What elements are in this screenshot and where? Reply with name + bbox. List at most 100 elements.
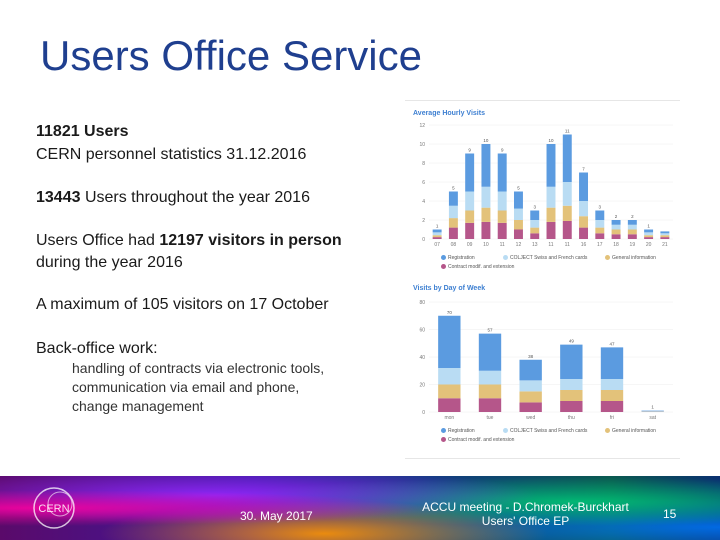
hourly-bar-segment xyxy=(497,191,507,211)
hourly-bar-segment xyxy=(595,227,605,234)
hourly-bar-segment xyxy=(660,235,670,238)
footer-date: 30. May 2017 xyxy=(240,509,313,523)
hourly-total-label: 10 xyxy=(483,138,489,143)
max-visitors-line: A maximum of 105 visitors on 17 October xyxy=(36,296,329,313)
hourly-bar-segment xyxy=(611,224,621,230)
weekday-bar-segment xyxy=(560,390,583,401)
hourly-total-label: 2 xyxy=(631,214,634,219)
back-office-heading: Back-office work: xyxy=(36,340,158,357)
hourly-bar-segment xyxy=(546,221,556,239)
weekday-bar-segment xyxy=(438,384,461,399)
legend2-contract: Contract modif. and extension xyxy=(448,437,515,443)
hourly-bar-segment xyxy=(530,233,540,239)
hourly-bar-segment xyxy=(513,220,523,230)
weekday-visits-chart: Visits by Day of Week 0 20 40 60 80 70 mon 57 tu… xyxy=(405,280,680,459)
back-office-item-contracts: handling of contracts via electronic too… xyxy=(72,360,325,376)
weekday-category-label: mon xyxy=(444,415,454,421)
hourly-total-label: 2 xyxy=(615,214,618,219)
hourly-bar-segment xyxy=(546,144,556,187)
weekday-chart-svg: 0 20 40 60 80 70 mon 57 tue 38 wed 49 thu 47 fri 1 sat xyxy=(419,300,673,421)
users-label: Users xyxy=(79,123,129,140)
hourly-bar-segment xyxy=(481,207,491,222)
footer-meeting-line2: Users' Office EP xyxy=(481,514,570,528)
hourly-bar-segment xyxy=(481,186,491,208)
hourly-bar-segment xyxy=(579,172,589,201)
hourly-bar-segment xyxy=(644,235,654,238)
hourly-category-label: 16 xyxy=(581,242,587,248)
weekday-bar-segment xyxy=(519,402,542,412)
weekday-bar-segment xyxy=(478,398,502,412)
hourly-visits-chart: Average Hourly Visits 0 2 4 6 8 10 12 1 07 5 08 9 09… xyxy=(405,100,680,276)
hourly-chart-title: Average Hourly Visits xyxy=(413,110,485,117)
hourly-bar-segment xyxy=(481,144,491,187)
hourly-bar-segment xyxy=(579,227,589,239)
hourly-total-label: 5 xyxy=(452,186,455,191)
weekday-chart-legend: Registration COLJECT Swiss and French ca… xyxy=(405,280,680,458)
hourly-total-label: 7 xyxy=(582,167,585,172)
weekday-chart-title: Visits by Day of Week xyxy=(413,285,486,292)
visitors-count: 12197 visitors in person xyxy=(159,232,342,249)
visitors-prefix: Users Office had xyxy=(36,232,160,249)
year-users-label: Users throughout the year 2016 xyxy=(80,189,310,206)
hourly-category-label: 11 xyxy=(565,242,570,248)
hourly-bar-segment xyxy=(465,153,475,192)
weekday-total-label: 1 xyxy=(651,405,654,410)
hourly-bar-segment xyxy=(513,191,523,209)
weekday-category-label: wed xyxy=(526,415,535,421)
hourly-bar-segment xyxy=(627,229,637,235)
hourly-category-label: 12 xyxy=(516,242,522,248)
legend-colject: COLJECT Swiss and French cards xyxy=(510,255,588,261)
hourly-bar-segment xyxy=(562,220,572,239)
hourly-bar-segment xyxy=(465,222,475,239)
hourly-bar-segment xyxy=(562,182,572,206)
hourly-total-label: 11 xyxy=(565,129,570,134)
hourly-chart-svg: 0246810121075089091010911512313101111117… xyxy=(419,123,673,248)
weekday-category-label: sat xyxy=(649,415,656,421)
weekday-category-label: fri xyxy=(610,415,614,421)
hourly-ytick: 4 xyxy=(422,199,425,205)
weekday-bar-segment xyxy=(519,359,542,381)
hourly-bar-segment xyxy=(546,207,556,222)
hourly-bar-segment xyxy=(644,232,654,236)
hourly-category-label: 17 xyxy=(597,242,603,248)
weekday-total-label: 49 xyxy=(569,339,575,344)
hourly-bar-segment xyxy=(448,227,458,239)
hourly-category-label: 10 xyxy=(483,242,489,248)
weekday-ytick: 20 xyxy=(419,383,425,389)
hourly-total-label: 1 xyxy=(647,224,650,229)
hourly-bar-segment xyxy=(579,201,589,217)
hourly-bar-segment xyxy=(448,218,458,228)
hourly-bar-segment xyxy=(465,191,475,211)
weekday-bar-segment xyxy=(438,398,461,412)
weekday-bar-segment xyxy=(560,401,583,412)
hourly-total-label: 3 xyxy=(599,205,602,210)
weekday-bar-segment xyxy=(478,333,502,371)
hourly-total-label: 10 xyxy=(548,138,554,143)
legend-general: General information xyxy=(612,255,656,261)
hourly-bar-segment xyxy=(481,221,491,239)
visitors-line: Users Office had 12197 visitors in perso… xyxy=(36,231,342,251)
hourly-bar-segment xyxy=(465,210,475,223)
footer-meeting-line1: ACCU meeting - D.Chromek-Burckhart xyxy=(422,500,629,514)
hourly-bar-segment xyxy=(497,153,507,192)
weekday-bar-segment xyxy=(600,347,624,379)
hourly-category-label: 18 xyxy=(613,242,619,248)
hourly-ytick: 0 xyxy=(422,237,425,243)
weekday-bar-segment xyxy=(478,384,502,399)
hourly-total-label: 1 xyxy=(436,224,439,229)
weekday-bar-segment xyxy=(641,410,664,412)
hourly-bar-segment xyxy=(627,220,637,225)
weekday-total-label: 70 xyxy=(447,310,453,315)
weekday-bar-segment xyxy=(519,391,542,403)
back-office-item-change: change management xyxy=(72,398,204,414)
hourly-bar-segment xyxy=(448,191,458,206)
year-users-count: 13443 xyxy=(36,189,81,206)
hourly-category-label: 21 xyxy=(662,242,668,248)
hourly-bar-segment xyxy=(595,210,605,220)
hourly-bar-segment xyxy=(432,235,442,238)
hourly-ytick: 8 xyxy=(422,161,425,167)
hourly-bar-segment xyxy=(595,233,605,239)
footer-meeting: ACCU meeting - D.Chromek-Burckhart Users… xyxy=(418,500,633,528)
visitors-year-line: during the year 2016 xyxy=(36,254,183,271)
weekday-ytick: 60 xyxy=(419,328,425,334)
